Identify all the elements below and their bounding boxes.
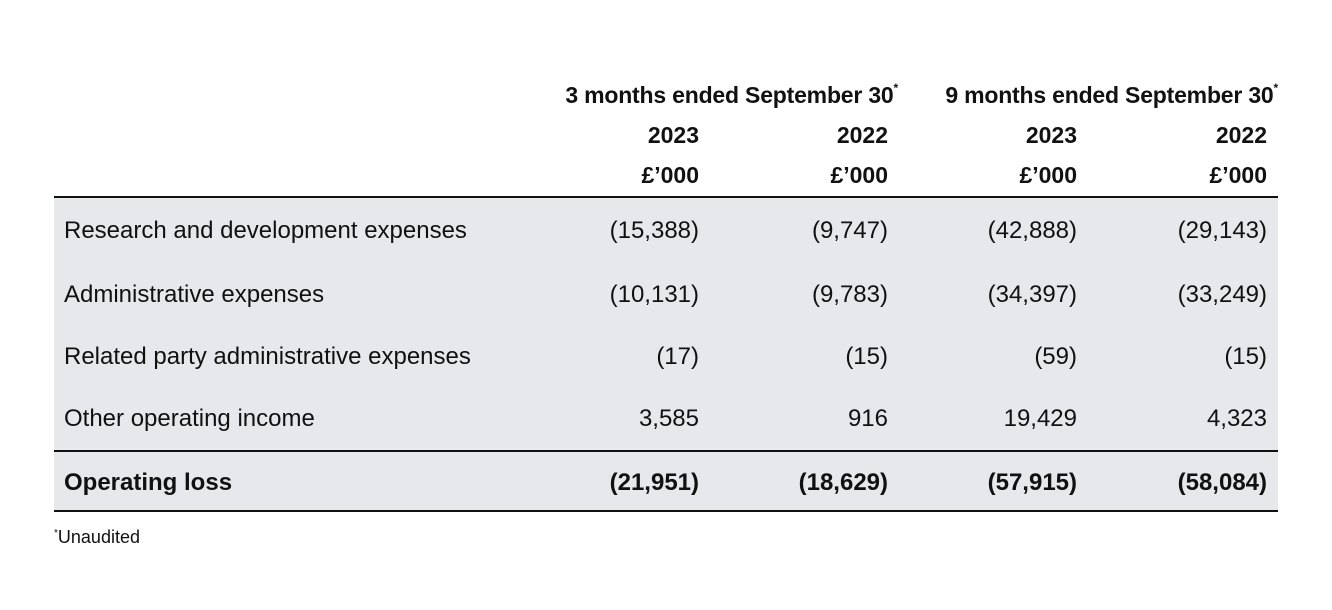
footnote: *Unaudited [54,527,140,548]
row-value: (59) [1034,343,1077,370]
period-header-9-months: 9 months ended September 30* [945,81,1278,108]
units-header: £’000 [830,162,888,188]
year-header: 2022 [836,122,888,148]
total-value: (58,084) [1177,469,1267,496]
row-label: Research and development expenses [64,217,467,244]
year-header: 2022 [1215,122,1267,148]
row-value: (10,131) [609,281,699,308]
row-value: (17) [656,343,699,370]
footnote-text: Unaudited [57,527,140,547]
row-value: (42,888) [987,217,1077,244]
row-value: (33,249) [1177,281,1267,308]
units-header: £’000 [641,162,699,188]
year-header-row: 2023 2022 2023 2022 [54,118,1278,158]
row-label: Administrative expenses [64,281,325,308]
total-value: (18,629) [798,469,888,496]
row-value: 3,585 [638,405,699,432]
units-header: £’000 [1209,162,1267,188]
year-header: 2023 [1025,122,1077,148]
total-value: (57,915) [987,469,1077,496]
table-row: Administrative expenses (10,131) (9,783)… [54,264,1278,326]
units-header: £’000 [1019,162,1077,188]
table-row: Other operating income 3,585 916 19,429 … [54,388,1278,450]
year-header: 2023 [647,122,699,148]
row-value: (9,783) [811,281,888,308]
row-value: (15) [1224,343,1267,370]
table-row: Related party administrative expenses (1… [54,326,1278,388]
period-header-row: 3 months ended September 30* 9 months en… [54,78,1278,118]
row-value: (15,388) [609,217,699,244]
row-value: 4,323 [1206,405,1267,432]
row-label: Other operating income [64,405,315,432]
footnote-marker: * [54,528,58,539]
row-value: (34,397) [987,281,1077,308]
row-value: (9,747) [811,217,888,244]
row-value: 916 [847,405,888,432]
period-header-3-months: 3 months ended September 30* [565,81,898,108]
financial-table: 3 months ended September 30* 9 months en… [54,78,1278,512]
total-label: Operating loss [64,469,233,496]
table-body: Research and development expenses (15,38… [54,198,1278,512]
units-header-row: £’000 £’000 £’000 £’000 [54,158,1278,198]
row-value: (29,143) [1177,217,1267,244]
total-value: (21,951) [609,469,699,496]
table-row: Research and development expenses (15,38… [54,198,1278,264]
row-label: Related party administrative expenses [64,343,471,370]
row-value: (15) [845,343,888,370]
total-row: Operating loss (21,951) (18,629) (57,915… [54,450,1278,512]
row-value: 19,429 [1003,405,1077,432]
